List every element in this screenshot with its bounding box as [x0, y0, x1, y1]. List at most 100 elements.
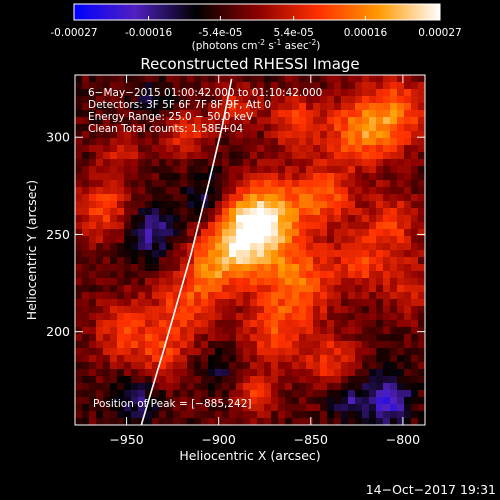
heatmap-cell [404, 264, 412, 272]
heatmap-cell [327, 82, 335, 90]
heatmap-cell [236, 103, 244, 111]
heatmap-cell [229, 397, 237, 405]
heatmap-cell [376, 404, 384, 412]
heatmap-cell [159, 180, 167, 188]
heatmap-cell [215, 187, 223, 195]
heatmap-cell [362, 299, 370, 307]
heatmap-cell [201, 313, 209, 321]
heatmap-cell [418, 131, 426, 139]
heatmap-cell [173, 75, 181, 83]
heatmap-cell [236, 166, 244, 174]
heatmap-cell [341, 327, 349, 335]
heatmap-cell [320, 278, 328, 286]
heatmap-cell [383, 313, 391, 321]
heatmap-cell [208, 383, 216, 391]
heatmap-cell [194, 187, 202, 195]
heatmap-cell [355, 334, 363, 342]
heatmap-cell [320, 376, 328, 384]
heatmap-cell [103, 82, 111, 90]
heatmap-cell [327, 229, 335, 237]
heatmap-cell [404, 355, 412, 363]
heatmap-cell [145, 110, 153, 118]
heatmap-cell [194, 89, 202, 97]
heatmap-cell [390, 124, 398, 132]
heatmap-cell [327, 201, 335, 209]
heatmap-cell [362, 355, 370, 363]
heatmap-cell [397, 208, 405, 216]
heatmap-cell [75, 166, 83, 174]
heatmap-cell [397, 404, 405, 412]
heatmap-cell [285, 327, 293, 335]
heatmap-cell [264, 159, 272, 167]
heatmap-cell [334, 320, 342, 328]
heatmap-cell [194, 166, 202, 174]
heatmap-cell [334, 152, 342, 160]
heatmap-cell [75, 82, 83, 90]
heatmap-cell [271, 327, 279, 335]
heatmap-cell [152, 180, 160, 188]
heatmap-cell [96, 243, 104, 251]
heatmap-cell [397, 166, 405, 174]
heatmap-cell [327, 348, 335, 356]
heatmap-cell [201, 292, 209, 300]
heatmap-cell [285, 229, 293, 237]
heatmap-cell [110, 117, 118, 125]
heatmap-cell [117, 124, 125, 132]
heatmap-cell [117, 299, 125, 307]
heatmap-cell [404, 131, 412, 139]
heatmap-cell [75, 194, 83, 202]
heatmap-cell [411, 292, 419, 300]
heatmap-cell [369, 348, 377, 356]
heatmap-cell [201, 82, 209, 90]
heatmap-cell [180, 187, 188, 195]
heatmap-cell [306, 82, 314, 90]
heatmap-cell [390, 418, 398, 426]
heatmap-cell [376, 236, 384, 244]
heatmap-cell [187, 397, 195, 405]
heatmap-cell [82, 334, 90, 342]
heatmap-cell [236, 243, 244, 251]
heatmap-cell [89, 159, 97, 167]
heatmap-cell [82, 271, 90, 279]
heatmap-cell [390, 299, 398, 307]
heatmap-cell [201, 341, 209, 349]
heatmap-cell [166, 117, 174, 125]
heatmap-cell [362, 278, 370, 286]
heatmap-cell [229, 173, 237, 181]
heatmap-cell [82, 362, 90, 370]
heatmap-cell [117, 362, 125, 370]
heatmap-cell [278, 82, 286, 90]
heatmap-cell [145, 348, 153, 356]
heatmap-cell [82, 383, 90, 391]
heatmap-cell [250, 327, 258, 335]
heatmap-cell [75, 362, 83, 370]
heatmap-cell [229, 257, 237, 265]
heatmap-cell [418, 180, 426, 188]
heatmap-cell [138, 348, 146, 356]
heatmap-cell [418, 299, 426, 307]
heatmap-cell [271, 320, 279, 328]
heatmap-cell [173, 404, 181, 412]
heatmap-cell [138, 320, 146, 328]
heatmap-cell [306, 411, 314, 419]
heatmap-cell [89, 229, 97, 237]
heatmap-cell [320, 369, 328, 377]
heatmap-cell [250, 334, 258, 342]
heatmap-cell [229, 404, 237, 412]
heatmap-cell [313, 390, 321, 398]
heatmap-cell [187, 348, 195, 356]
heatmap-cell [222, 110, 230, 118]
heatmap-cell [124, 243, 132, 251]
heatmap-cell [222, 194, 230, 202]
heatmap-cell [362, 376, 370, 384]
heatmap-cell [201, 138, 209, 146]
heatmap-cell [348, 418, 356, 426]
heatmap-cell [166, 257, 174, 265]
heatmap-cell [215, 103, 223, 111]
heatmap-cell [187, 131, 195, 139]
heatmap-cell [75, 348, 83, 356]
heatmap-cell [334, 187, 342, 195]
heatmap-cell [96, 96, 104, 104]
heatmap-cell [222, 341, 230, 349]
heatmap-cell [383, 96, 391, 104]
